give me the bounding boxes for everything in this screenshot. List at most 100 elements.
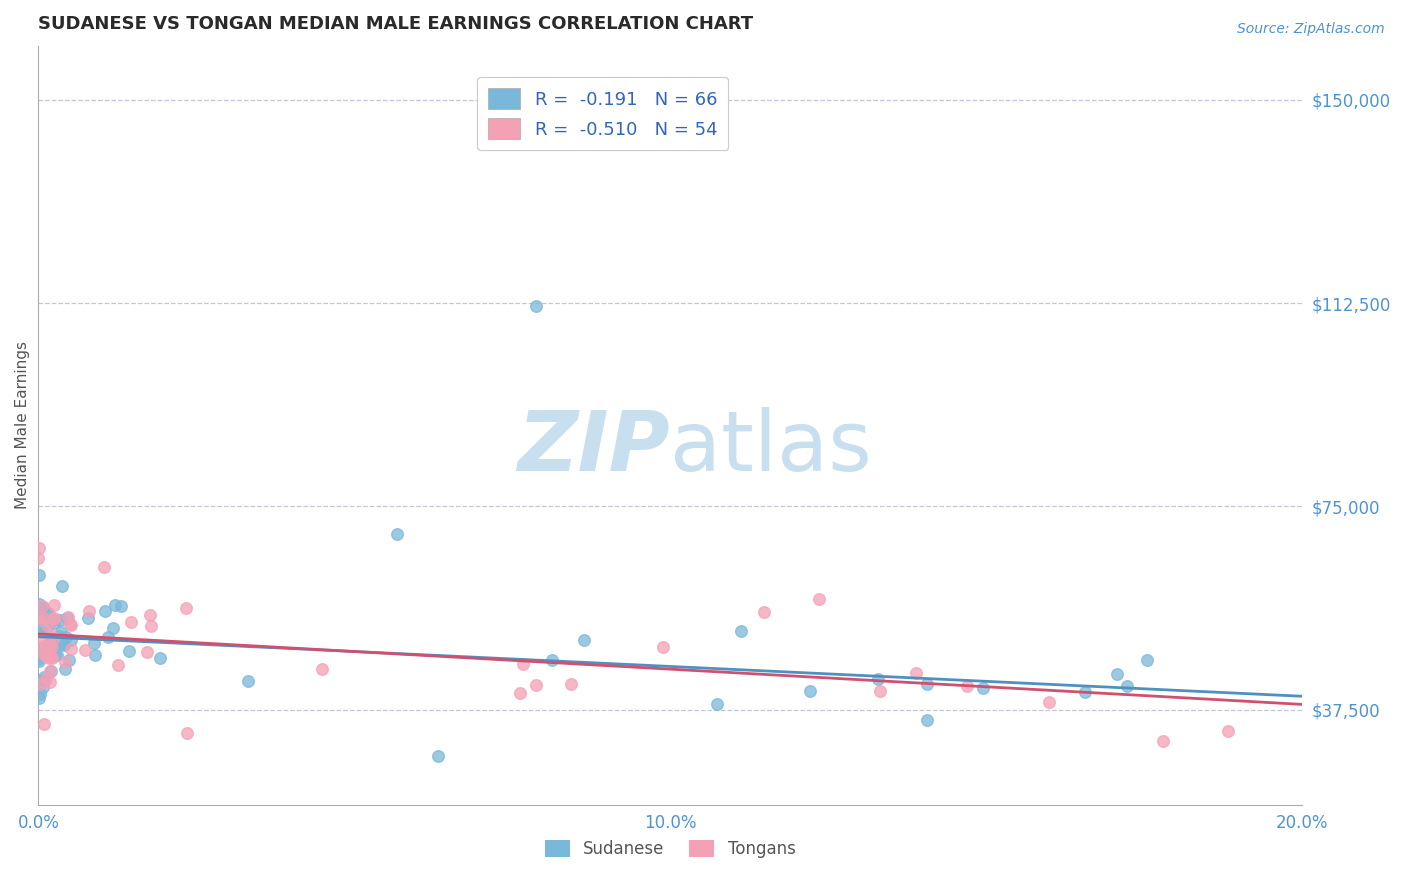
Tongans bbox=[1216, 723, 1239, 738]
Tongans bbox=[27, 551, 49, 566]
Sudanese bbox=[572, 633, 595, 648]
Sudanese bbox=[917, 676, 939, 690]
Sudanese bbox=[385, 526, 408, 541]
Sudanese bbox=[42, 613, 65, 627]
Text: Source: ZipAtlas.com: Source: ZipAtlas.com bbox=[1237, 22, 1385, 37]
Sudanese bbox=[48, 629, 70, 643]
Tongans bbox=[38, 664, 60, 678]
Tongans bbox=[39, 628, 62, 642]
Tongans bbox=[77, 604, 100, 618]
Legend: R =  -0.191   N = 66, R =  -0.510   N = 54: R = -0.191 N = 66, R = -0.510 N = 54 bbox=[477, 78, 728, 150]
Sudanese bbox=[30, 601, 52, 615]
Sudanese bbox=[53, 662, 76, 676]
Sudanese bbox=[799, 683, 821, 698]
Tongans bbox=[32, 717, 55, 731]
Tongans bbox=[512, 657, 534, 672]
Sudanese bbox=[55, 630, 77, 644]
Sudanese bbox=[39, 664, 62, 678]
Tongans bbox=[32, 611, 55, 625]
Tongans bbox=[311, 662, 333, 676]
Sudanese bbox=[101, 621, 124, 635]
Sudanese bbox=[31, 625, 53, 640]
Sudanese bbox=[31, 599, 53, 614]
Sudanese bbox=[37, 606, 59, 620]
Sudanese bbox=[915, 714, 938, 728]
Sudanese bbox=[32, 673, 55, 687]
Sudanese bbox=[972, 681, 994, 695]
Sudanese bbox=[49, 613, 72, 627]
Sudanese bbox=[541, 653, 564, 667]
Sudanese bbox=[110, 599, 132, 614]
Tongans bbox=[869, 684, 891, 698]
Tongans bbox=[53, 655, 76, 669]
Sudanese bbox=[55, 610, 77, 624]
Sudanese bbox=[31, 680, 53, 694]
Tongans bbox=[107, 658, 129, 673]
Sudanese bbox=[1105, 667, 1128, 681]
Sudanese bbox=[35, 607, 58, 621]
Tongans bbox=[60, 641, 83, 656]
Sudanese bbox=[44, 648, 66, 662]
Tongans bbox=[1152, 733, 1174, 747]
Tongans bbox=[34, 648, 56, 663]
Tongans bbox=[38, 639, 60, 653]
Sudanese bbox=[27, 598, 49, 612]
Sudanese bbox=[524, 299, 547, 313]
Sudanese bbox=[706, 697, 728, 711]
Sudanese bbox=[39, 635, 62, 649]
Sudanese bbox=[97, 630, 120, 644]
Tongans bbox=[32, 647, 55, 661]
Sudanese bbox=[46, 648, 69, 663]
Tongans bbox=[41, 640, 63, 654]
Sudanese bbox=[236, 674, 259, 689]
Tongans bbox=[44, 612, 66, 626]
Sudanese bbox=[30, 611, 52, 625]
Text: SUDANESE VS TONGAN MEDIAN MALE EARNINGS CORRELATION CHART: SUDANESE VS TONGAN MEDIAN MALE EARNINGS … bbox=[38, 15, 754, 33]
Sudanese bbox=[39, 640, 62, 654]
Tongans bbox=[30, 632, 52, 646]
Sudanese bbox=[34, 640, 56, 655]
Tongans bbox=[31, 599, 53, 614]
Tongans bbox=[28, 677, 51, 691]
Tongans bbox=[509, 686, 531, 700]
Tongans bbox=[42, 611, 65, 625]
Tongans bbox=[807, 591, 830, 606]
Sudanese bbox=[27, 652, 49, 666]
Tongans bbox=[1038, 694, 1060, 708]
Tongans bbox=[42, 632, 65, 646]
Sudanese bbox=[58, 653, 80, 667]
Tongans bbox=[956, 679, 979, 693]
Tongans bbox=[904, 665, 927, 680]
Sudanese bbox=[42, 616, 65, 631]
Tongans bbox=[59, 618, 82, 632]
Sudanese bbox=[49, 625, 72, 640]
Sudanese bbox=[28, 690, 51, 705]
Tongans bbox=[176, 726, 198, 740]
Tongans bbox=[41, 651, 63, 665]
Sudanese bbox=[149, 651, 172, 665]
Sudanese bbox=[51, 579, 73, 593]
Sudanese bbox=[118, 644, 141, 658]
Sudanese bbox=[1116, 679, 1139, 693]
Tongans bbox=[93, 559, 115, 574]
Sudanese bbox=[59, 632, 82, 647]
Tongans bbox=[59, 617, 82, 632]
Sudanese bbox=[49, 636, 72, 650]
Sudanese bbox=[28, 687, 51, 701]
Sudanese bbox=[38, 643, 60, 657]
Sudanese bbox=[868, 673, 890, 687]
Sudanese bbox=[27, 622, 49, 636]
Tongans bbox=[56, 610, 79, 624]
Sudanese bbox=[730, 624, 752, 639]
Tongans bbox=[35, 673, 58, 687]
Sudanese bbox=[28, 654, 51, 668]
Tongans bbox=[139, 607, 162, 622]
Sudanese bbox=[104, 599, 127, 613]
Sudanese bbox=[83, 636, 105, 650]
Sudanese bbox=[42, 640, 65, 654]
Tongans bbox=[652, 640, 675, 654]
Text: ZIP: ZIP bbox=[517, 408, 671, 489]
Sudanese bbox=[76, 610, 98, 624]
Tongans bbox=[136, 645, 159, 659]
Tongans bbox=[752, 606, 775, 620]
